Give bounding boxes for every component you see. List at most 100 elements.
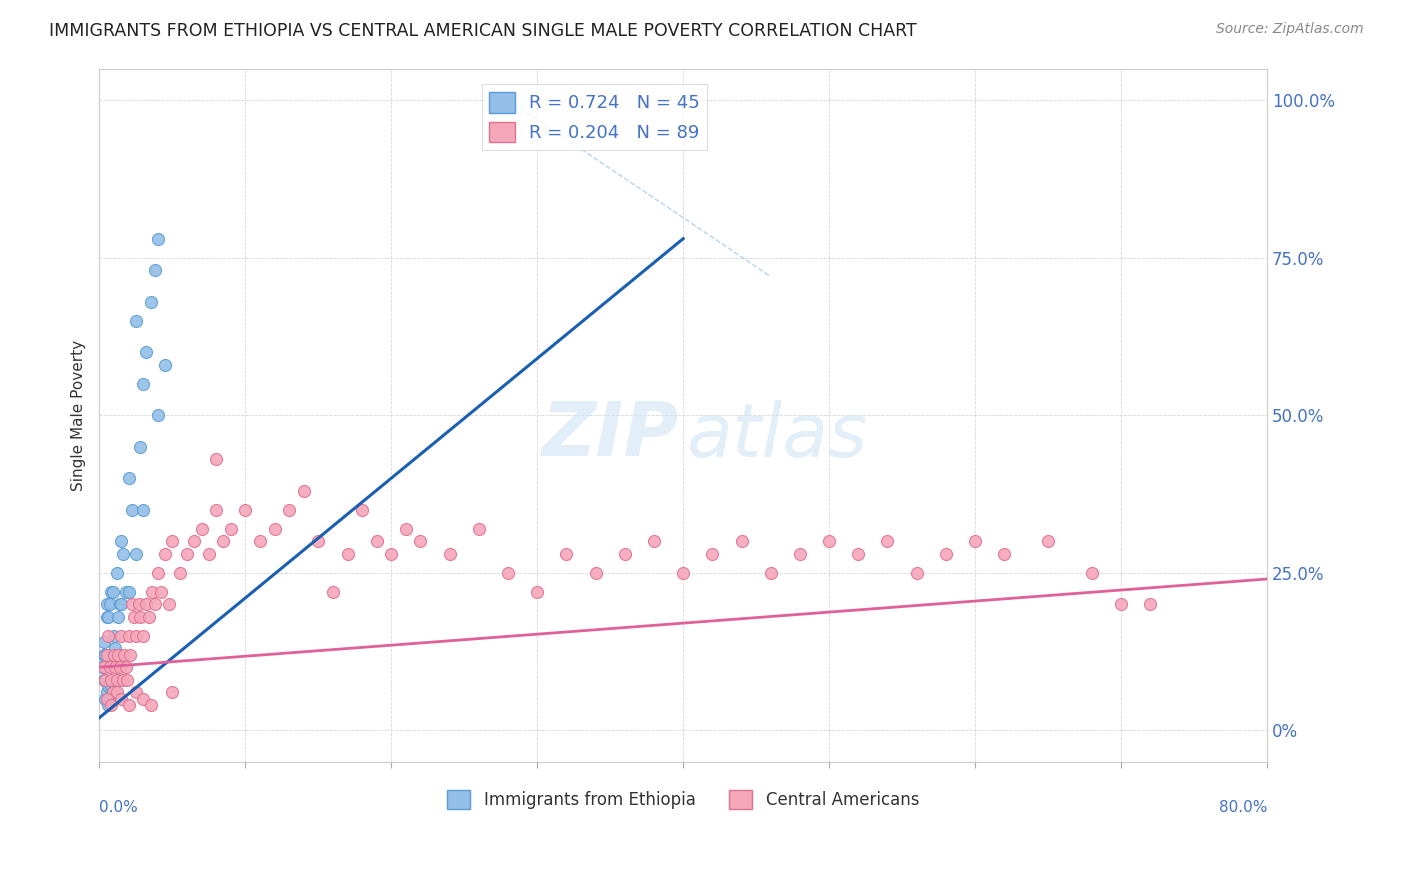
Point — [905, 566, 928, 580]
Point — [139, 294, 162, 309]
Point — [993, 547, 1015, 561]
Point — [198, 547, 221, 561]
Point — [94, 648, 117, 662]
Point — [100, 584, 122, 599]
Point — [496, 93, 519, 107]
Point — [159, 597, 181, 611]
Point — [132, 376, 155, 391]
Point — [110, 629, 132, 643]
Point — [117, 698, 139, 712]
Point — [125, 629, 148, 643]
Point — [125, 313, 148, 327]
Point — [143, 263, 166, 277]
Point — [876, 534, 898, 549]
Point — [129, 610, 152, 624]
Point — [496, 566, 519, 580]
Point — [115, 673, 138, 687]
Point — [468, 522, 491, 536]
Point — [278, 502, 301, 516]
Point — [101, 685, 124, 699]
Point — [100, 673, 122, 687]
Point — [132, 691, 155, 706]
Point — [235, 502, 257, 516]
Point — [1081, 566, 1104, 580]
Point — [132, 629, 155, 643]
Point — [153, 358, 176, 372]
Point — [111, 547, 134, 561]
Y-axis label: Single Male Poverty: Single Male Poverty — [72, 340, 86, 491]
Point — [110, 597, 132, 611]
Point — [110, 691, 132, 706]
Point — [117, 471, 139, 485]
Point — [219, 522, 242, 536]
Point — [103, 648, 125, 662]
Point — [117, 584, 139, 599]
Point — [263, 522, 285, 536]
Point — [153, 547, 176, 561]
Point — [105, 673, 128, 687]
Point — [117, 629, 139, 643]
Point — [169, 566, 191, 580]
Point — [212, 534, 235, 549]
Point — [104, 641, 127, 656]
Point — [96, 685, 118, 699]
Point — [103, 685, 125, 699]
Point — [555, 547, 578, 561]
Text: 0.0%: 0.0% — [100, 800, 138, 815]
Point — [103, 629, 125, 643]
Point — [526, 584, 548, 599]
Point — [352, 502, 374, 516]
Text: ZIP: ZIP — [543, 400, 679, 473]
Point — [366, 534, 388, 549]
Point — [146, 408, 169, 422]
Point — [105, 566, 128, 580]
Point — [120, 648, 142, 662]
Point — [96, 597, 118, 611]
Point — [141, 584, 163, 599]
Point — [94, 691, 117, 706]
Point — [183, 534, 205, 549]
Point — [98, 660, 121, 674]
Point — [129, 440, 152, 454]
Point — [613, 547, 636, 561]
Point — [935, 547, 957, 561]
Point — [108, 660, 131, 674]
Point — [93, 648, 115, 662]
Point — [409, 534, 432, 549]
Point — [846, 547, 869, 561]
Point — [205, 502, 228, 516]
Point — [205, 452, 228, 467]
Point — [96, 691, 118, 706]
Point — [730, 534, 752, 549]
Point — [105, 685, 128, 699]
Point — [135, 597, 157, 611]
Point — [101, 584, 124, 599]
Point — [135, 345, 157, 359]
Point — [139, 698, 162, 712]
Point — [108, 597, 131, 611]
Point — [93, 673, 115, 687]
Point — [93, 660, 115, 674]
Point — [292, 483, 315, 498]
Point — [97, 698, 120, 712]
Text: Source: ZipAtlas.com: Source: ZipAtlas.com — [1216, 22, 1364, 37]
Point — [97, 629, 120, 643]
Point — [702, 547, 724, 561]
Point — [91, 660, 114, 674]
Point — [162, 534, 184, 549]
Point — [114, 660, 136, 674]
Point — [336, 547, 359, 561]
Point — [98, 691, 121, 706]
Point — [1109, 597, 1132, 611]
Text: atlas: atlas — [686, 400, 868, 472]
Point — [111, 673, 134, 687]
Point — [96, 648, 118, 662]
Point — [124, 610, 146, 624]
Point — [439, 547, 461, 561]
Point — [146, 232, 169, 246]
Point — [143, 597, 166, 611]
Point — [176, 547, 198, 561]
Point — [98, 597, 121, 611]
Point — [963, 534, 986, 549]
Point — [818, 534, 841, 549]
